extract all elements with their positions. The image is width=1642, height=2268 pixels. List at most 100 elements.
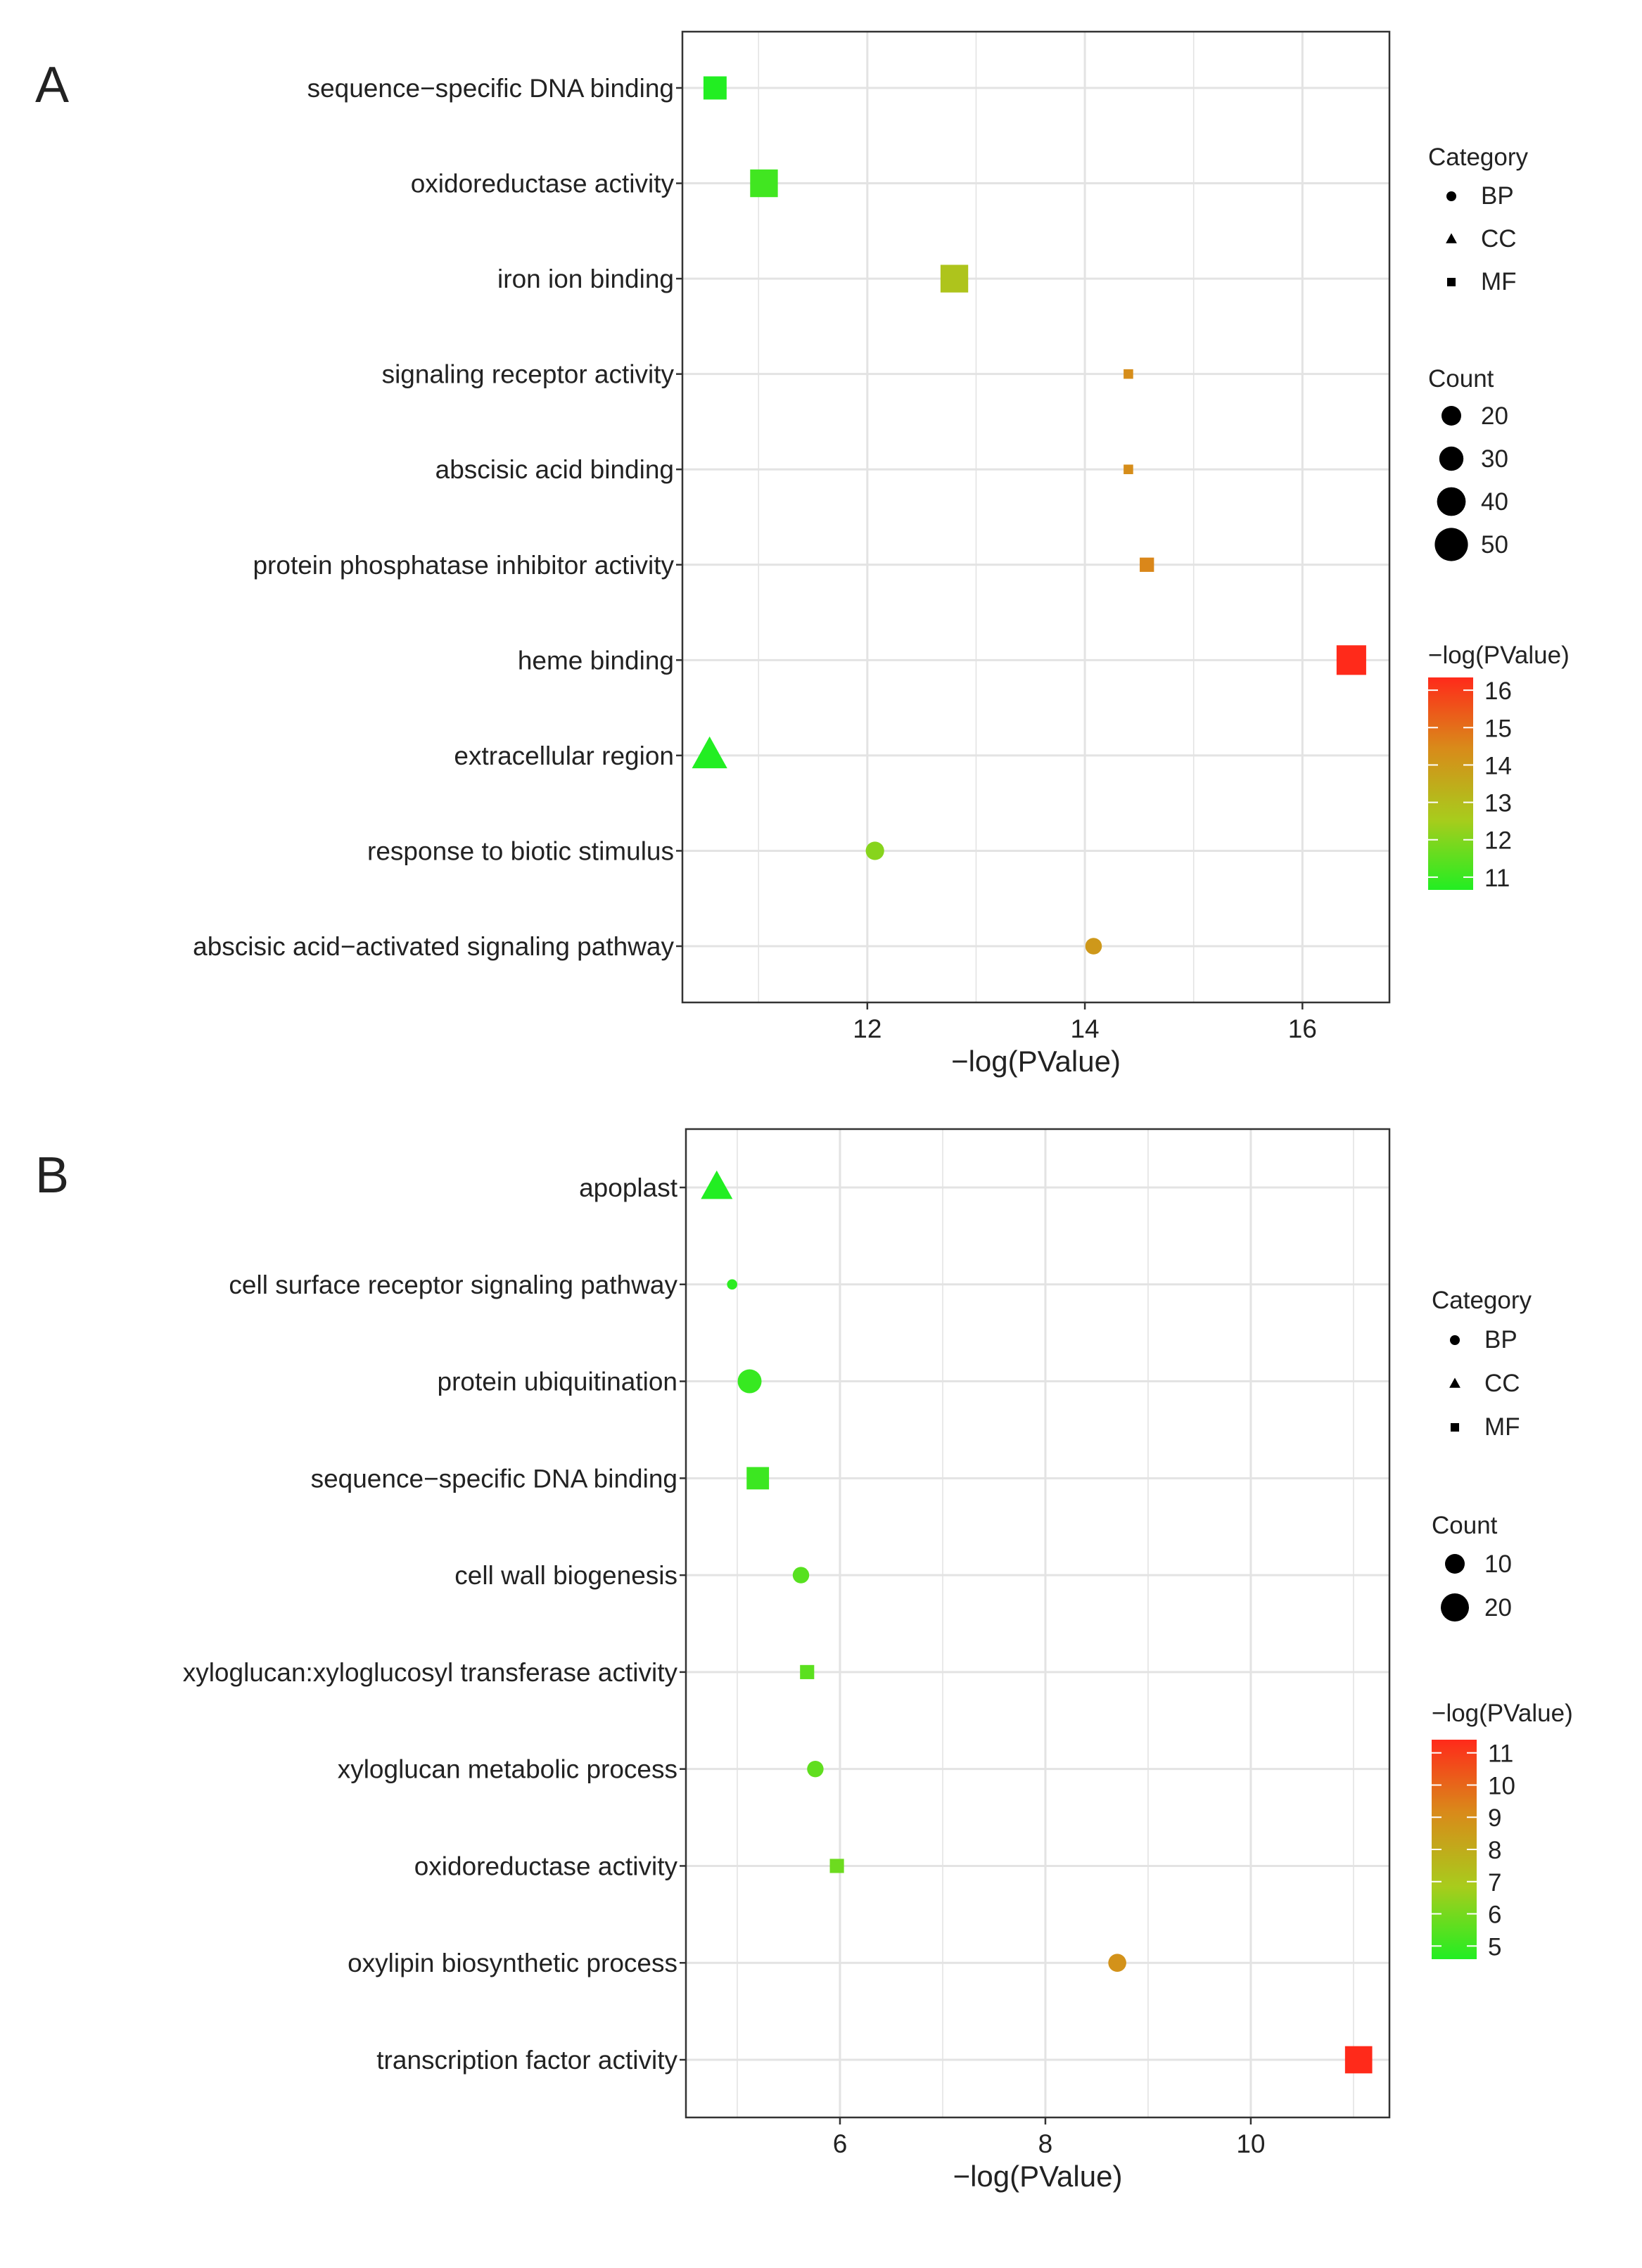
colorbar-tick-label: 13	[1484, 790, 1512, 817]
legend-category-title: Category	[1432, 1287, 1532, 1314]
y-tick-label: oxidoreductase activity	[414, 1852, 678, 1880]
legend-category-label: MF	[1484, 1413, 1520, 1441]
legend-count-key	[1441, 1593, 1469, 1622]
data-point	[829, 1859, 844, 1873]
colorbar-tick-label: 16	[1484, 677, 1512, 705]
legend-category-key	[1450, 1422, 1460, 1432]
data-point	[703, 76, 727, 100]
data-point	[792, 1567, 810, 1584]
plot-frame	[681, 30, 1391, 1004]
y-tick-label: cell surface receptor signaling pathway	[229, 1270, 677, 1299]
y-tick-label: abscisic acid−activated signaling pathwa…	[193, 932, 674, 961]
legend-count-label: 30	[1481, 445, 1508, 473]
y-tick-label: protein phosphatase inhibitor activity	[253, 551, 674, 580]
legend-count-key	[1434, 528, 1468, 561]
data-point	[1336, 645, 1366, 675]
legend-category-key	[1449, 1377, 1460, 1388]
y-tick-label: signaling receptor activity	[382, 360, 675, 389]
y-tick-label: oxidoreductase activity	[411, 170, 675, 198]
legend-count-key	[1441, 406, 1461, 426]
plot-background	[682, 32, 1389, 1002]
legend-count-label: 20	[1481, 402, 1508, 430]
data-point	[940, 265, 969, 293]
data-point	[701, 1170, 733, 1199]
legend-count-label: 40	[1481, 488, 1508, 516]
legend-category-label: CC	[1481, 225, 1517, 253]
colorbar-tick-label: 15	[1484, 715, 1512, 742]
legend-category-key	[1450, 1335, 1460, 1345]
data-point	[865, 841, 884, 860]
legend-category-label: CC	[1484, 1370, 1520, 1397]
colorbar-tick-label: 5	[1488, 1933, 1501, 1961]
legend-color-title: −log(PValue)	[1432, 1700, 1573, 1727]
x-axis-title: −log(PValue)	[953, 2160, 1123, 2193]
y-tick-label: heme binding	[518, 646, 674, 675]
y-tick-label: abscisic acid binding	[435, 455, 674, 484]
y-tick-label: protein ubiquitination	[438, 1368, 677, 1396]
data-point	[1108, 1954, 1126, 1973]
y-tick-label: extracellular region	[454, 741, 674, 770]
legend-count-title: Count	[1428, 365, 1494, 393]
legend-category-key	[1446, 277, 1456, 287]
y-tick-label: cell wall biogenesis	[454, 1561, 677, 1590]
x-tick-label: 8	[1038, 2129, 1053, 2158]
colorbar-tick-label: 9	[1488, 1804, 1501, 1832]
legend-count-label: 10	[1484, 1550, 1512, 1578]
legend-category-label: MF	[1481, 268, 1517, 295]
colorbar-tick-label: 11	[1484, 865, 1510, 892]
legend-count-title: Count	[1432, 1512, 1498, 1539]
y-tick-label: oxylipin biosynthetic process	[348, 1949, 677, 1977]
data-point	[692, 736, 727, 769]
colorbar-tick-label: 10	[1488, 1772, 1515, 1799]
x-tick-label: 16	[1288, 1014, 1317, 1043]
data-point	[727, 1279, 737, 1290]
x-tick-label: 12	[853, 1014, 882, 1043]
data-point	[1140, 557, 1154, 572]
plot-background	[686, 1129, 1389, 2117]
legend-category-key	[1446, 191, 1456, 201]
plot-frame	[685, 1128, 1391, 2119]
colorbar-tick-label: 12	[1484, 827, 1512, 855]
colorbar-tick-label: 6	[1488, 1901, 1501, 1929]
legend-category-label: BP	[1484, 1326, 1517, 1353]
data-point	[1124, 464, 1133, 475]
colorbar-tick-label: 7	[1488, 1869, 1501, 1897]
legend-count-key	[1439, 446, 1464, 471]
legend-color-title: −log(PValue)	[1428, 642, 1570, 669]
y-tick-label: sequence−specific DNA binding	[311, 1464, 677, 1493]
data-point	[750, 169, 778, 198]
legend-count-label: 50	[1481, 531, 1508, 559]
data-point	[737, 1369, 762, 1394]
x-tick-label: 14	[1070, 1014, 1099, 1043]
legend-count-label: 20	[1484, 1594, 1512, 1622]
legend-category-key	[1446, 233, 1457, 243]
data-point	[800, 1664, 815, 1679]
x-tick-label: 10	[1236, 2129, 1265, 2158]
legend-category-label: BP	[1481, 182, 1514, 210]
y-tick-label: sequence−specific DNA binding	[307, 74, 674, 103]
panel-label: B	[35, 1147, 69, 1204]
x-axis-title: −log(PValue)	[951, 1045, 1121, 1078]
y-tick-label: apoplast	[579, 1173, 678, 1202]
legend-count-key	[1445, 1554, 1465, 1574]
data-point	[1085, 938, 1102, 955]
panel-label: A	[35, 57, 69, 113]
colorbar-tick-label: 11	[1488, 1740, 1513, 1768]
y-tick-label: iron ion binding	[497, 265, 674, 293]
colorbar-tick-label: 14	[1484, 752, 1512, 779]
y-tick-label: xyloglucan:xyloglucosyl transferase acti…	[183, 1658, 678, 1687]
data-point	[807, 1760, 824, 1778]
colorbar-tick-label: 8	[1488, 1837, 1501, 1864]
y-tick-label: xyloglucan metabolic process	[338, 1755, 677, 1784]
legend-count-key	[1437, 487, 1466, 516]
y-tick-label: response to biotic stimulus	[367, 836, 674, 865]
x-tick-label: 6	[833, 2129, 848, 2158]
data-point	[1344, 2046, 1373, 2074]
colorbar	[1428, 677, 1473, 890]
data-point	[1124, 369, 1133, 379]
y-tick-label: transcription factor activity	[376, 2046, 677, 2075]
legend-category-title: Category	[1428, 144, 1529, 171]
